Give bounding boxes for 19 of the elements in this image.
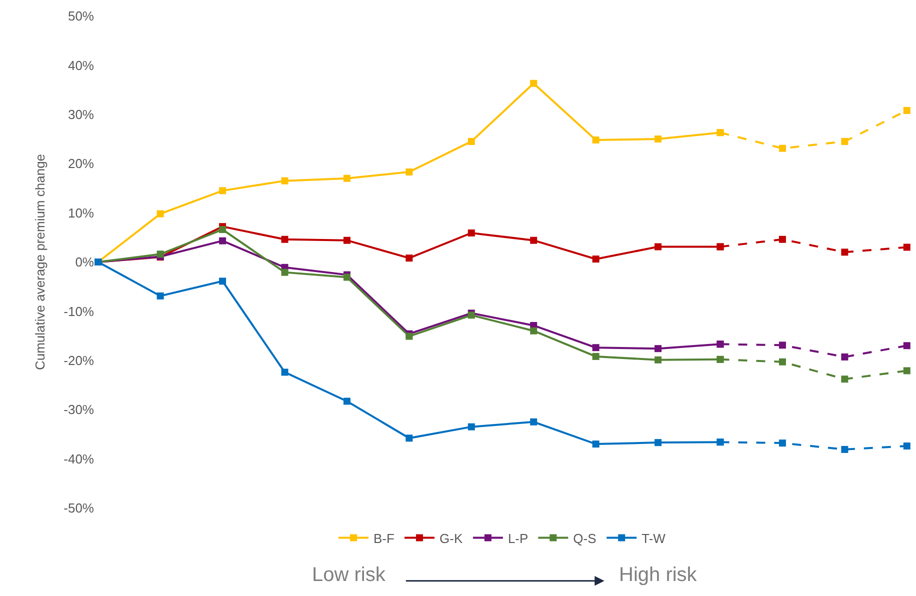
y-axis-title: Cumulative average premium change (32, 154, 48, 370)
legend-label: B-F (374, 530, 394, 546)
y-tick-label: 0% (75, 254, 94, 270)
text: High risk (619, 564, 698, 586)
y-tick-label: -10% (64, 304, 94, 319)
y-tick-label: -40% (64, 451, 94, 466)
y-tick-label: -20% (64, 352, 94, 368)
y-tick-label: 40% (68, 58, 94, 73)
y-tick-label: 20% (68, 156, 94, 172)
y-tick-label: 50% (68, 8, 94, 24)
legend-label: T-W (642, 530, 666, 546)
text: Low risk (312, 564, 386, 586)
legend-label: L-P (508, 530, 528, 546)
y-tick-label: -30% (64, 402, 94, 418)
y-tick-label: 10% (68, 205, 94, 220)
legend-label: G-K (440, 530, 463, 546)
y-tick-label: 30% (68, 106, 94, 122)
y-tick-label: -50% (64, 500, 94, 516)
legend-label: Q-S (573, 530, 597, 546)
